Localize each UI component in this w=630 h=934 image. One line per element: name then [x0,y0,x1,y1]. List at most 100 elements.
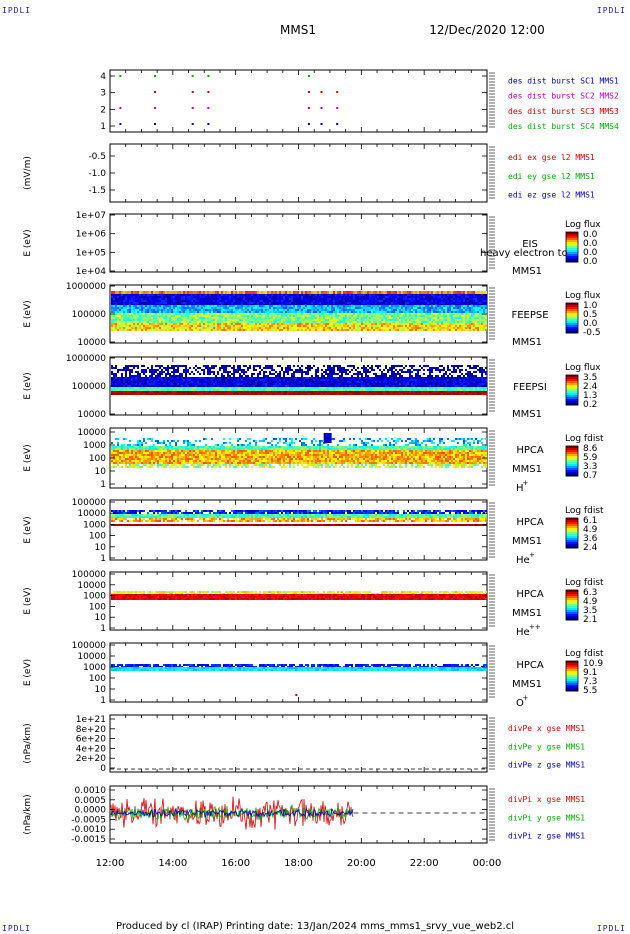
spectrogram-cell [347,329,349,331]
spectrogram-cell [221,313,223,315]
spectrogram-cell [331,305,333,307]
spectrogram-cell [159,305,161,307]
spectrogram-cell [275,300,277,302]
spectrogram-cell [129,319,131,321]
spectrogram-cell [327,291,329,294]
spectrogram-cell [137,307,139,309]
spectrogram-cell [297,294,299,296]
spectrogram-cell [459,294,461,296]
spectrogram-cell [143,309,145,311]
spectrogram-cell [351,321,353,323]
spectrogram-cell [125,329,127,331]
spectrogram-cell [165,311,167,313]
spectrogram-cell [445,296,447,298]
spectrogram-cell [245,302,247,304]
spectrogram-cell [433,300,435,302]
spectrogram-cell [133,311,135,313]
spectrogram-cell [451,305,453,307]
spectrogram-cell [139,298,141,300]
spectrogram-cell [465,307,467,309]
spectrogram-cell [277,307,279,309]
spectrogram-cell [245,327,247,329]
spectrogram-cell [173,365,175,367]
spectrogram-cell [337,325,339,327]
spectrogram-cell [139,383,141,385]
spectrogram-cell [465,291,467,294]
spectrogram-cell [129,291,131,294]
spectrogram-cell [313,317,315,319]
spectrogram-cell [207,300,209,302]
spectrogram-cell [445,294,447,296]
spectrogram-cell [285,321,287,323]
spectrogram-cell [233,291,235,294]
spectrogram-cell [113,319,115,321]
spectrogram-cell [187,294,189,296]
spectrogram-cell [443,300,445,302]
spectrogram-cell [463,296,465,298]
spectrogram-cell [119,302,121,304]
spectrogram-cell [411,325,413,327]
spectrogram-cell [295,307,297,309]
spectrogram-cell [333,311,335,313]
spectrogram-cell [477,302,479,304]
spectrogram-cell [137,300,139,302]
spectrogram-cell [279,294,281,296]
spectrogram-cell [309,317,311,319]
spectrogram-cell [167,329,169,331]
spectrogram-cell [289,291,291,294]
spectrogram-cell [403,371,405,373]
spectrogram-cell [251,291,253,294]
spectrogram-cell [395,309,397,311]
spectrogram-cell [275,327,277,329]
spectrogram-cell [467,321,469,323]
spectrogram-cell [281,327,283,329]
spectrogram-cell [113,317,115,319]
spectrogram-cell [451,317,453,319]
spectrogram-cell [315,291,317,294]
spectrogram-cell [171,327,173,329]
y-tick-label: 1e+04 [76,267,107,277]
spectrogram-cell [379,319,381,321]
spectrogram-cell [331,309,333,311]
spectrogram-cell [397,309,399,311]
spectrogram-cell [253,311,255,313]
spectrogram-cell [239,305,241,307]
spectrogram-cell [197,307,199,309]
spectrogram-cell [135,302,137,304]
spectrogram-cell [399,317,401,319]
spectrogram-cell [187,323,189,325]
spectrogram-cell [345,298,347,300]
spectrogram-cell [423,294,425,296]
spectrogram-cell [301,298,303,300]
spectrogram-cell [325,323,327,325]
colorbar-cell [566,256,578,259]
spectrogram-cell [305,298,307,300]
spectrogram-cell [437,367,439,369]
spectrogram-cell [223,319,225,321]
spectrogram-cell [297,369,299,371]
spectrogram-cell [251,311,253,313]
spectrogram-cell [451,296,453,298]
spectrogram-cell [271,321,273,323]
spectrogram-cell [239,315,241,317]
spectrogram-cell [393,294,395,296]
spectrogram-cell [273,319,275,321]
spectrogram-cell [459,300,461,302]
spectrogram-cell [213,367,215,369]
spectrogram-cell [151,305,153,307]
spectrogram-cell [345,311,347,313]
spectrogram-cell [115,294,117,296]
spectrogram-cell [291,369,293,371]
spectrogram-cell [451,291,453,294]
spectrogram-cell [469,375,471,377]
spectrogram-cell [435,375,437,377]
spectrogram-cell [221,302,223,304]
spectrogram-cell [307,315,309,317]
spectrogram-cell [213,315,215,317]
spectrogram-cell [325,325,327,327]
spectrogram-cell [389,291,391,294]
spectrogram-cell [429,291,431,294]
spectrogram-cell [171,329,173,331]
spectrogram-cell [429,327,431,329]
